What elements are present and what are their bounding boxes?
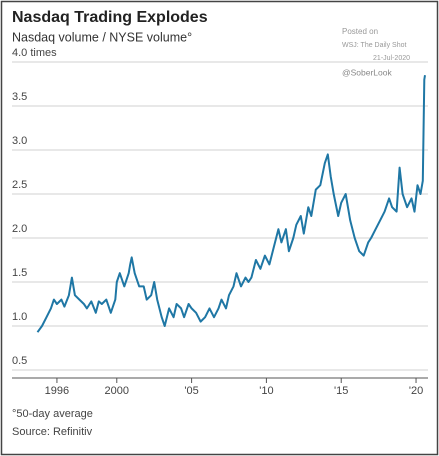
y-tick-label: 1.5 [12, 267, 27, 279]
y-tick-label: 2.0 [12, 223, 27, 235]
y-tick-label: 2.5 [12, 179, 27, 191]
x-tick-label: '05 [184, 385, 198, 397]
y-tick-label: 4.0 times [12, 47, 57, 59]
y-tick-label: 0.5 [12, 355, 27, 367]
y-tick-label: 3.5 [12, 91, 27, 103]
annotation: Posted on [342, 27, 378, 36]
x-tick-label: '15 [334, 385, 348, 397]
y-tick-label: 1.0 [12, 311, 27, 323]
x-tick-label: '10 [259, 385, 273, 397]
annotation: WSJ: The Daily Shot [342, 42, 407, 49]
x-tick-label: 1996 [45, 385, 69, 397]
source: Source: Refinitiv [12, 426, 93, 438]
chart-subtitle: Nasdaq volume / NYSE volume° [12, 30, 192, 44]
chart-title: Nasdaq Trading Explodes [12, 9, 208, 26]
annotation: 21-Jul-2020 [373, 55, 410, 62]
x-tick-label: 2000 [105, 385, 129, 397]
y-tick-label: 3.0 [12, 135, 27, 147]
x-tick-label: '20 [409, 385, 423, 397]
annotation: @SoberLook [342, 67, 392, 77]
footnote: °50-day average [12, 408, 93, 420]
data-line [36, 75, 426, 333]
